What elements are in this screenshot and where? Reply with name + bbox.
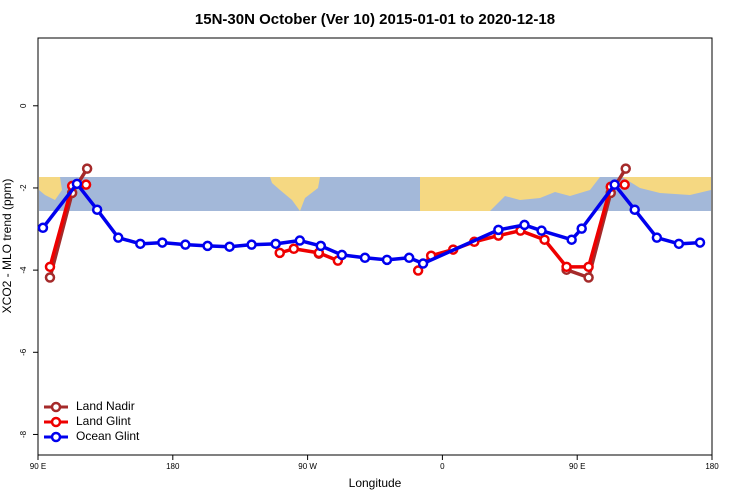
y-tick-label: -6 (19, 348, 28, 356)
point (80, 179, 92, 190)
x-tick-label: 0 (440, 462, 445, 471)
point (270, 238, 281, 250)
point (673, 238, 685, 250)
point (619, 179, 630, 190)
series-line (41, 182, 701, 266)
point (566, 234, 577, 245)
point (157, 237, 168, 248)
point (81, 163, 93, 174)
point (417, 258, 429, 269)
y-tick-label: -8 (19, 430, 28, 438)
point (629, 204, 640, 215)
point (694, 237, 706, 248)
y-tick-label: -2 (19, 184, 28, 192)
point (620, 163, 631, 174)
point (519, 219, 530, 231)
y-axis-label: XCO2 - MLO trend (ppm) (0, 179, 14, 314)
legend-marker (50, 416, 62, 428)
series-line (279, 247, 339, 263)
point (44, 272, 56, 283)
point (202, 240, 213, 252)
point (561, 261, 572, 273)
point (180, 239, 191, 250)
x-axis-label: Longitude (349, 476, 402, 490)
legend-label: Ocean Glint (76, 429, 140, 443)
point (288, 243, 300, 255)
x-tick-label: 90 E (569, 462, 585, 471)
point (583, 272, 594, 283)
x-tick-label: 90 E (30, 462, 46, 471)
x-tick-label: 180 (705, 462, 719, 471)
point (224, 241, 235, 252)
point (71, 178, 83, 190)
series-line (565, 167, 628, 280)
point (44, 261, 56, 273)
point (609, 179, 620, 190)
point (336, 249, 348, 261)
point (381, 254, 393, 266)
point (246, 239, 257, 250)
y-tick-label: -4 (19, 266, 28, 274)
point (37, 222, 49, 234)
y-tick-label: 0 (19, 103, 28, 108)
legend-label: Land Nadir (76, 399, 135, 413)
point (493, 224, 504, 236)
point (274, 247, 285, 259)
land-shape (420, 177, 600, 211)
chart-title: 15N-30N October (Ver 10) 2015-01-01 to 2… (195, 11, 555, 28)
point (651, 232, 663, 243)
point (294, 235, 306, 246)
point (359, 252, 371, 264)
point (583, 261, 594, 273)
point (315, 240, 327, 252)
legend-label: Land Glint (76, 414, 131, 428)
land-shape (270, 177, 320, 211)
point (412, 265, 424, 276)
legend-marker (50, 401, 62, 413)
point (536, 225, 547, 236)
map-band (39, 177, 711, 211)
point (135, 238, 146, 250)
point (539, 234, 550, 245)
point (91, 204, 103, 215)
plot-box (37, 37, 713, 456)
land-shape (622, 177, 711, 195)
legend-marker (50, 431, 62, 443)
point (113, 232, 124, 243)
point (403, 252, 415, 264)
land-shape (39, 177, 62, 200)
point (576, 223, 587, 234)
x-tick-label: 180 (166, 462, 180, 471)
x-tick-label: 90 W (298, 462, 317, 471)
